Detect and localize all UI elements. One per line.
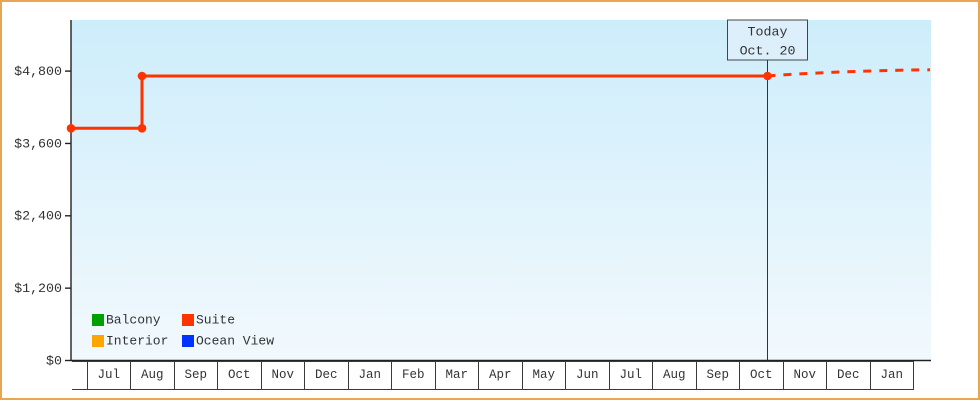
svg-text:$0: $0 <box>46 353 62 368</box>
svg-text:Balcony: Balcony <box>106 313 161 328</box>
svg-text:Today: Today <box>748 25 788 40</box>
svg-text:Ocean View: Ocean View <box>196 334 274 349</box>
svg-text:Interior: Interior <box>106 334 168 349</box>
svg-text:$3,600: $3,600 <box>14 136 62 151</box>
svg-text:$4,800: $4,800 <box>14 64 62 79</box>
svg-text:Suite: Suite <box>196 313 235 328</box>
svg-text:$2,400: $2,400 <box>14 209 62 224</box>
svg-text:Oct. 20: Oct. 20 <box>740 44 796 59</box>
svg-text:$1,200: $1,200 <box>14 281 62 296</box>
